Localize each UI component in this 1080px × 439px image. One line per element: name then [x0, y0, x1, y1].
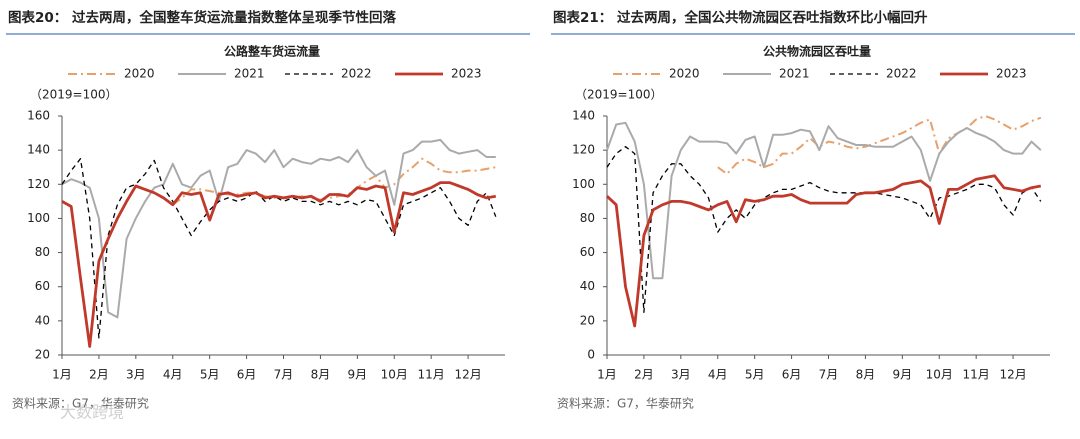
- y-tick-label: 60: [35, 279, 50, 293]
- legend-label: 2020: [669, 67, 700, 81]
- x-tick-label: 10月: [926, 368, 953, 382]
- legend-label: 2020: [124, 67, 155, 81]
- legend-label: 2022: [886, 67, 917, 81]
- y-tick-label: 0: [587, 348, 595, 362]
- x-tick-label: 9月: [893, 368, 913, 382]
- x-tick-label: 11月: [418, 368, 445, 382]
- series-line: [606, 174, 1042, 328]
- chart-title: 公路整车货运流量: [224, 44, 320, 59]
- watermark: 大数跨境: [60, 403, 124, 422]
- series-line: [717, 115, 1042, 175]
- x-tick-label: 1月: [52, 368, 72, 382]
- y-tick-label: 80: [35, 245, 50, 259]
- y-tick-label: 100: [572, 177, 595, 191]
- x-tick-label: 6月: [237, 368, 257, 382]
- y-tick-label: 100: [27, 211, 50, 225]
- x-tick-label: 12月: [999, 368, 1026, 382]
- x-tick-label: 2月: [634, 368, 654, 382]
- x-tick-label: 6月: [782, 368, 802, 382]
- chart-title: 公共物流园区吞吐量: [763, 44, 871, 59]
- y-tick-label: 40: [35, 313, 50, 327]
- x-tick-label: 3月: [126, 368, 146, 382]
- x-tick-label: 5月: [745, 368, 765, 382]
- y-tick-label: 160: [27, 109, 50, 123]
- y-tick-label: 120: [27, 177, 50, 191]
- y-tick-label: 80: [580, 211, 595, 225]
- header: 图表20： 过去两周，全国整车货运流量指数整体呈现季节性回落: [8, 9, 396, 26]
- y-tick-label: 140: [27, 143, 50, 157]
- x-tick-label: 2月: [89, 368, 109, 382]
- source: 资料来源：G7，华泰研究: [557, 396, 694, 411]
- legend-label: 2021: [779, 67, 810, 81]
- y-tick-label: 140: [572, 109, 595, 123]
- series-line: [61, 181, 497, 348]
- y-tick-label: 60: [580, 245, 595, 259]
- x-tick-label: 11月: [963, 368, 990, 382]
- y-tick-label: 20: [580, 313, 595, 327]
- legend-label: 2023: [996, 67, 1027, 81]
- source: 资料来源：G7，华泰研究: [12, 396, 149, 411]
- y-tick-label: 20: [35, 348, 50, 362]
- x-tick-label: 4月: [163, 368, 183, 382]
- legend-label: 2023: [451, 67, 482, 81]
- x-tick-label: 4月: [708, 368, 728, 382]
- y-axis-label: （2019=100）: [30, 88, 118, 102]
- x-tick-label: 8月: [856, 368, 876, 382]
- x-tick-label: 12月: [454, 368, 481, 382]
- y-tick-label: 40: [580, 279, 595, 293]
- x-tick-label: 8月: [311, 368, 331, 382]
- series-line: [606, 146, 1042, 313]
- y-axis-label: （2019=100）: [575, 88, 663, 102]
- x-tick-label: 7月: [819, 368, 839, 382]
- x-tick-label: 7月: [274, 368, 294, 382]
- series-line: [606, 121, 1042, 280]
- header: 图表21： 过去两周，全国公共物流园区吞吐指数环比小幅回升: [553, 9, 928, 26]
- x-tick-label: 3月: [671, 368, 691, 382]
- x-tick-label: 9月: [348, 368, 368, 382]
- series-line: [61, 138, 496, 319]
- y-tick-label: 120: [572, 143, 595, 157]
- legend-label: 2021: [234, 67, 265, 81]
- series-line: [61, 158, 497, 339]
- x-tick-label: 5月: [200, 368, 220, 382]
- x-tick-label: 10月: [381, 368, 408, 382]
- x-tick-label: 1月: [597, 368, 617, 382]
- legend-label: 2022: [341, 67, 372, 81]
